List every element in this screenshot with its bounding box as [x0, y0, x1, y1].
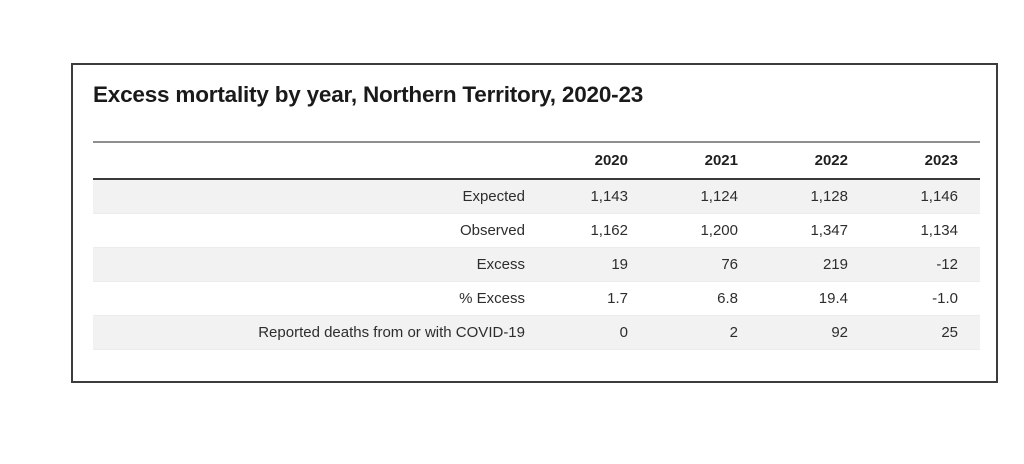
- excess-mortality-card: Excess mortality by year, Northern Terri…: [71, 63, 998, 383]
- row-label: Reported deaths from or with COVID-19: [258, 324, 525, 341]
- table-cell: 1,347: [810, 222, 848, 239]
- excess-mortality-table: 2020 2021 2022 2023 Expected 1,143 1,124…: [93, 141, 980, 350]
- table-cell: 2: [729, 324, 738, 341]
- column-header-2020: 2020: [540, 141, 650, 180]
- row-label: Observed: [459, 222, 525, 239]
- column-header-2023: 2023: [870, 141, 980, 180]
- table-cell: -1.0: [932, 290, 958, 307]
- table-body: Expected 1,143 1,124 1,128 1,146 Observe…: [93, 179, 980, 350]
- column-header-2021: 2021: [650, 141, 760, 180]
- table-cell: 25: [941, 324, 958, 341]
- table-cell: 19: [611, 256, 628, 273]
- table-row-percent-excess: % Excess 1.7 6.8 19.4 -1.0: [93, 282, 980, 316]
- table-cell: 92: [831, 324, 848, 341]
- row-label: % Excess: [459, 290, 525, 307]
- table-cell: 1,200: [700, 222, 738, 239]
- table-cell: -12: [936, 256, 958, 273]
- table-cell: 1,162: [590, 222, 628, 239]
- table-cell: 6.8: [717, 290, 738, 307]
- table-row-covid-deaths: Reported deaths from or with COVID-19 0 …: [93, 315, 980, 350]
- table-row-excess: Excess 19 76 219 -12: [93, 247, 980, 282]
- table-title: Excess mortality by year, Northern Terri…: [93, 82, 644, 107]
- table-row-observed: Observed 1,162 1,200 1,347 1,134: [93, 214, 980, 248]
- row-label: Expected: [462, 188, 525, 205]
- table-cell: 76: [721, 256, 738, 273]
- table-cell: 1.7: [607, 290, 628, 307]
- header-row: 2020 2021 2022 2023: [93, 141, 980, 180]
- header-label-cell-empty: [93, 141, 540, 180]
- table-cell: 1,124: [700, 188, 738, 205]
- table-header: 2020 2021 2022 2023: [93, 141, 980, 180]
- column-header-2022: 2022: [760, 141, 870, 180]
- table-row-expected: Expected 1,143 1,124 1,128 1,146: [93, 179, 980, 214]
- card-content: Excess mortality by year, Northern Terri…: [73, 65, 996, 350]
- table-cell: 219: [822, 256, 848, 273]
- table-cell: 1,128: [810, 188, 848, 205]
- table-cell: 1,134: [920, 222, 958, 239]
- table-cell: 0: [619, 324, 628, 341]
- table-cell: 19.4: [818, 290, 848, 307]
- table-cell: 1,143: [590, 188, 628, 205]
- table-cell: 1,146: [920, 188, 958, 205]
- row-label: Excess: [476, 256, 525, 273]
